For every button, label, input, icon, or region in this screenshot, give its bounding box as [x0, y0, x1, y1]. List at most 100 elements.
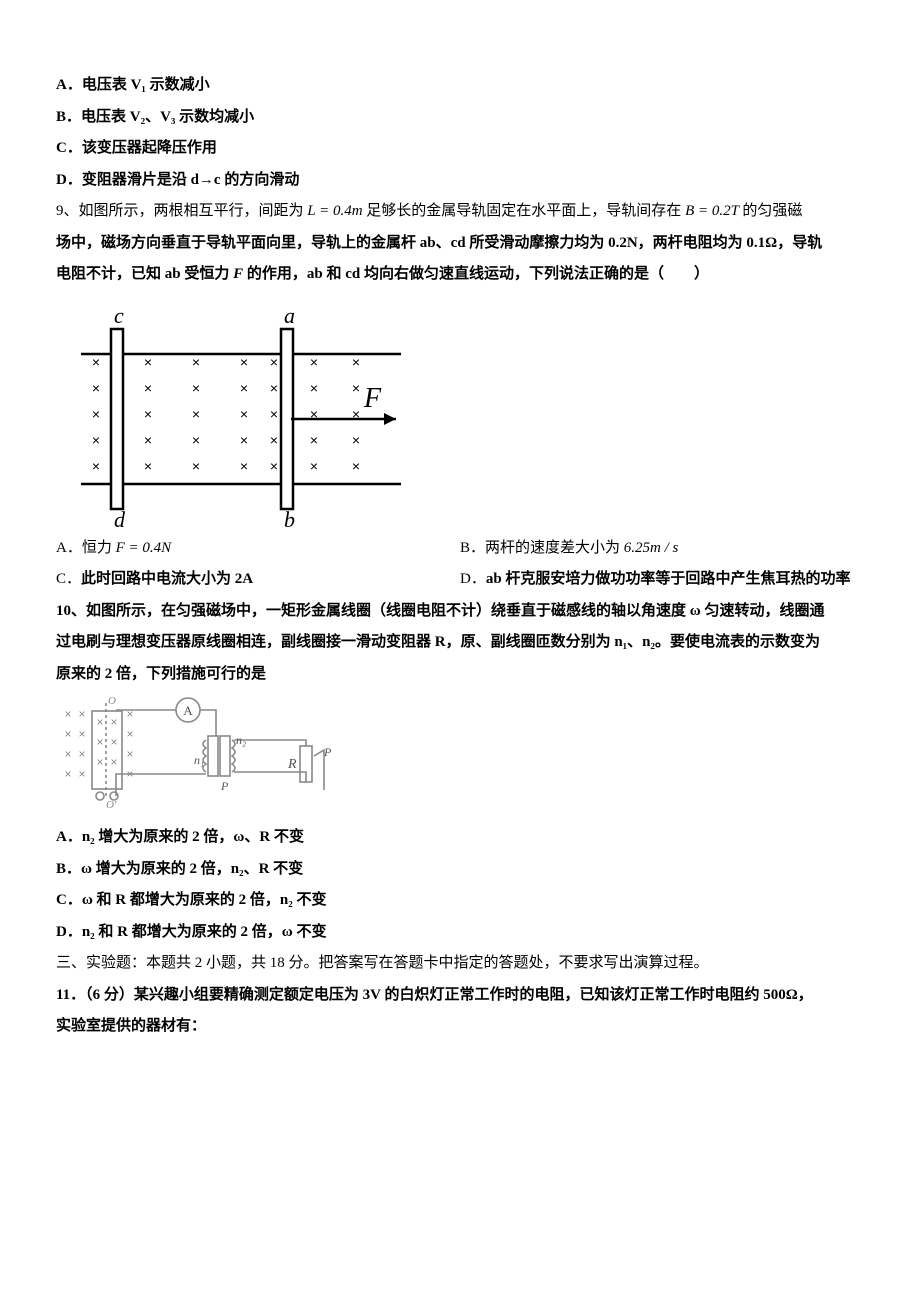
svg-text:×: ×: [144, 458, 152, 474]
svg-text:×: ×: [126, 707, 133, 721]
svg-text:×: ×: [78, 707, 85, 721]
q9-s3a: 电阻不计，已知 ab 受恒力: [56, 266, 233, 282]
q9-b-pre: 两杆的速度差大小为: [485, 540, 620, 556]
label-c3: C．: [56, 892, 82, 908]
q10-P2: P: [323, 745, 332, 759]
svg-text:×: ×: [64, 747, 71, 761]
svg-text:×: ×: [96, 715, 103, 729]
svg-text:×: ×: [144, 432, 152, 448]
svg-text:×: ×: [270, 406, 278, 422]
q8-option-a: A．电压表 V₁ 示数减小: [56, 70, 864, 102]
q11-line2: 实验室提供的器材有：: [56, 1011, 864, 1043]
svg-text:×: ×: [352, 432, 360, 448]
label-d3: D．: [56, 924, 82, 940]
svg-text:×: ×: [96, 735, 103, 749]
q9-label-c: c: [114, 303, 124, 328]
svg-text:×: ×: [126, 747, 133, 761]
q9-a-pre: 恒力: [82, 540, 112, 556]
q8-a-text: 电压表 V₁ 示数减小: [82, 77, 210, 93]
q10-d-text: n₂ 和 R 都增大为原来的 2 倍，ω 不变: [82, 924, 327, 940]
q9-label-d: d: [114, 507, 126, 529]
q9-row-ab: A．恒力 F = 0.4N B．两杆的速度差大小为 6.25m / s: [56, 533, 864, 565]
svg-text:×: ×: [352, 380, 360, 396]
q9-label-a: a: [284, 303, 295, 328]
svg-text:×: ×: [352, 458, 360, 474]
svg-text:×: ×: [192, 458, 200, 474]
svg-text:×: ×: [144, 406, 152, 422]
svg-text:×: ×: [310, 458, 318, 474]
q9-stem-line1: 9、如图所示，两根相互平行，间距为 L = 0.4m 足够长的金属导轨固定在水平…: [56, 196, 864, 228]
q10-line2: 过电刷与理想变压器原线圈相连，副线圈接一滑动变阻器 R，原、副线圈匝数分别为 n…: [56, 627, 864, 659]
q9-s3b: 的作用，ab 和 cd 均向右做匀速直线运动，下列说法正确的是（ ）: [243, 266, 709, 282]
svg-text:×: ×: [144, 354, 152, 370]
label-a2: A．: [56, 540, 82, 556]
svg-text:×: ×: [92, 406, 100, 422]
q8-c-text: 该变压器起降压作用: [82, 140, 217, 156]
q11-line1: 11．（6 分）某兴趣小组要精确测定额定电压为 3V 的白炽灯正常工作时的电阻，…: [56, 980, 864, 1012]
q9-option-d: D．ab 杆克服安培力做功功率等于回路中产生焦耳热的功率: [460, 564, 864, 596]
svg-text:×: ×: [240, 406, 248, 422]
svg-text:×: ×: [192, 354, 200, 370]
q9-row-cd: C．此时回路中电流大小为 2A D．ab 杆克服安培力做功功率等于回路中产生焦耳…: [56, 564, 864, 596]
q9-c-text: 此时回路中电流大小为 2A: [81, 571, 253, 587]
q9-s1: 9、如图所示，两根相互平行，间距为: [56, 203, 304, 219]
svg-text:×: ×: [192, 406, 200, 422]
svg-text:×: ×: [78, 747, 85, 761]
label-d2: D．: [460, 571, 486, 587]
svg-text:×: ×: [110, 715, 117, 729]
q9-B: B = 0.2T: [681, 203, 742, 219]
svg-text:×: ×: [64, 727, 71, 741]
q8-d-text: 变阻器滑片是沿 d→c 的方向滑动: [82, 172, 300, 188]
svg-text:×: ×: [352, 406, 360, 422]
q9-stem-line2: 场中，磁场方向垂直于导轨平面向里，导轨上的金属杆 ab、cd 所受滑动摩擦力均为…: [56, 228, 864, 260]
q10-line1: 10、如图所示，在匀强磁场中，一矩形金属线圈（线圈电阻不计）绕垂直于磁感线的轴以…: [56, 596, 864, 628]
svg-text:×: ×: [352, 354, 360, 370]
q9-L: L = 0.4m: [304, 203, 367, 219]
q8-option-d: D．变阻器滑片是沿 d→c 的方向滑动: [56, 165, 864, 197]
q10-option-b: B．ω 增大为原来的 2 倍，n₂、R 不变: [56, 854, 864, 886]
svg-text:×: ×: [110, 755, 117, 769]
svg-text:×: ×: [240, 432, 248, 448]
q10-P1: P: [220, 779, 229, 793]
svg-text:×: ×: [78, 767, 85, 781]
q11-b: ，: [798, 987, 813, 1003]
q9-option-b: B．两杆的速度差大小为 6.25m / s: [460, 533, 864, 565]
svg-text:×: ×: [270, 458, 278, 474]
q9-option-a: A．恒力 F = 0.4N: [56, 533, 460, 565]
label-d: D．: [56, 172, 82, 188]
svg-text:×: ×: [270, 354, 278, 370]
q10-n1: n₁: [194, 753, 204, 767]
svg-text:×: ×: [92, 380, 100, 396]
q10-ammeter-label: A: [183, 703, 193, 718]
q8-b-text: 电压表 V₂、V₃ 示数均减小: [81, 109, 254, 125]
svg-text:×: ×: [110, 735, 117, 749]
q10-Op: O′: [106, 799, 117, 811]
q9-s3: 的匀强磁: [742, 203, 802, 219]
label-c: C．: [56, 140, 82, 156]
svg-text:×: ×: [92, 432, 100, 448]
q8-option-c: C．该变压器起降压作用: [56, 133, 864, 165]
svg-text:×: ×: [64, 707, 71, 721]
svg-text:×: ×: [240, 380, 248, 396]
q10-R: R: [287, 757, 297, 772]
q10-diagram: ×××× ×××× ×××× ×× ×××× A n₁ n₂ P P R O O…: [56, 696, 864, 816]
q9-diagram: ××××××××××××××××××××××××××××××××××× c a …: [56, 299, 864, 529]
svg-text:×: ×: [96, 755, 103, 769]
q9-b-eq: 6.25m / s: [620, 540, 678, 556]
svg-text:×: ×: [270, 380, 278, 396]
label-a: A．: [56, 77, 82, 93]
q11-a: 11．（6 分）某兴趣小组要精确测定额定电压为 3V 的白炽灯正常工作时的电阻，…: [56, 987, 786, 1003]
q9-label-b: b: [284, 507, 295, 529]
q10-a-text: n₂ 增大为原来的 2 倍，ω、R 不变: [82, 829, 304, 845]
q9-a-eq: F = 0.4N: [112, 540, 171, 556]
q10-b-text: ω 增大为原来的 2 倍，n₂、R 不变: [81, 861, 303, 877]
svg-text:×: ×: [240, 354, 248, 370]
q8-option-b: B．电压表 V₂、V₃ 示数均减小: [56, 102, 864, 134]
section3-heading: 三、实验题：本题共 2 小题，共 18 分。把答案写在答题卡中指定的答题处，不要…: [56, 948, 864, 980]
q10-n2: n₂: [236, 733, 246, 747]
svg-text:×: ×: [310, 432, 318, 448]
svg-text:×: ×: [64, 767, 71, 781]
svg-text:×: ×: [92, 354, 100, 370]
svg-text:×: ×: [240, 458, 248, 474]
label-b: B．: [56, 109, 81, 125]
